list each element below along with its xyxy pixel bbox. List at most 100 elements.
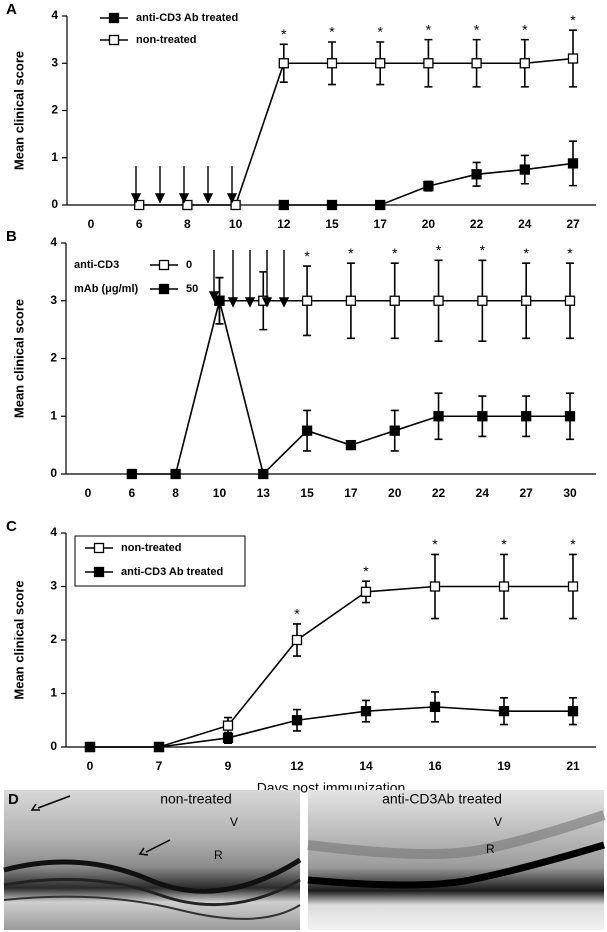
y-tick-label: 2 (51, 103, 58, 117)
tissue-layer (307, 810, 606, 859)
marker (477, 295, 488, 306)
legend-marker (158, 259, 170, 271)
marker (429, 701, 441, 713)
y-axis-label: Mean clinical score (11, 299, 26, 418)
x-tick-label: 20 (388, 486, 402, 500)
legend-marker (108, 34, 120, 46)
significance-mark: * (294, 606, 300, 622)
y-tick-label: 1 (50, 686, 57, 700)
x-tick-label: 0 (88, 217, 95, 231)
legend-marker (93, 566, 105, 578)
image-label: V (230, 815, 238, 829)
legend-label: non-treated (136, 34, 197, 46)
marker (291, 634, 303, 646)
tissue-layer (3, 857, 302, 894)
marker (301, 425, 313, 436)
histology-image-left (4, 790, 300, 930)
marker (564, 295, 576, 306)
y-axis-label: Mean clinical score (11, 51, 26, 170)
marker (477, 411, 488, 422)
marker (222, 720, 234, 731)
legend-marker (158, 283, 170, 295)
histology-panel: D non-treated V R anti-CD3Ab treated V R (3, 790, 606, 930)
image-title: anti-CD3Ab treated (382, 791, 502, 807)
marker (433, 411, 444, 422)
marker (301, 295, 313, 306)
x-tick-label: 9 (225, 759, 232, 773)
marker (214, 295, 225, 306)
arrow-head (227, 297, 239, 308)
marker (345, 439, 357, 451)
x-tick-label: 0 (87, 759, 94, 773)
marker (345, 295, 357, 306)
legend-marker (108, 12, 120, 24)
marker (258, 468, 269, 480)
marker (471, 58, 482, 69)
legend-label: anti-CD3 Ab treated (136, 12, 238, 24)
significance-mark: * (436, 242, 442, 258)
marker (519, 58, 530, 69)
legend-label: anti-CD3 Ab treated (121, 566, 223, 578)
x-tick-label: 12 (290, 759, 304, 773)
significance-mark: * (522, 21, 528, 37)
marker (126, 468, 137, 480)
tissue-layer (3, 877, 301, 907)
marker (360, 706, 372, 717)
series-line (139, 57, 574, 206)
x-tick-label: 10 (229, 217, 243, 231)
arrow-head (226, 193, 238, 204)
marker (389, 425, 400, 436)
marker (291, 715, 303, 726)
arrow-head (261, 297, 273, 308)
panel-label: B (6, 228, 17, 245)
x-tick-label: 24 (518, 217, 532, 231)
y-tick-label: 4 (51, 8, 58, 22)
significance-mark: * (281, 26, 287, 42)
significance-mark: * (480, 242, 486, 258)
x-tick-label: 15 (300, 486, 314, 500)
marker (564, 411, 576, 422)
marker (360, 586, 372, 597)
tissue-layer (3, 895, 301, 920)
series-line (90, 585, 573, 748)
legend-title: mAb (μg/ml) (74, 283, 139, 295)
significance-mark: * (570, 12, 576, 28)
y-tick-label: 3 (50, 579, 57, 593)
x-tick-label: 13 (257, 486, 271, 500)
y-axis-label: Mean clinical score (11, 580, 26, 699)
y-tick-label: 2 (50, 351, 57, 365)
arrow (30, 795, 71, 811)
significance-mark: * (426, 21, 432, 37)
y-tick-label: 0 (50, 739, 57, 753)
marker (498, 581, 510, 592)
marker (278, 58, 289, 69)
marker (389, 295, 400, 306)
marker (375, 58, 386, 69)
arrow-head (208, 291, 220, 302)
marker (423, 180, 434, 192)
significance-mark: * (392, 245, 398, 261)
y-tick-label: 4 (50, 525, 57, 539)
y-tick-label: 0 (50, 466, 57, 480)
marker (567, 53, 579, 64)
image-label: R (214, 848, 223, 862)
significance-mark: * (570, 536, 576, 552)
significance-mark: * (363, 563, 369, 579)
y-tick-label: 2 (50, 632, 57, 646)
significance-mark: * (567, 245, 573, 261)
marker (222, 732, 234, 744)
image-label: V (494, 815, 502, 829)
marker (278, 199, 289, 211)
marker (134, 199, 145, 211)
y-tick-label: 0 (51, 197, 58, 211)
y-tick-label: 3 (51, 55, 58, 69)
marker (326, 58, 338, 69)
marker (423, 58, 434, 69)
x-tick-label: 27 (520, 486, 534, 500)
marker (567, 158, 579, 169)
x-tick-label: 22 (432, 486, 446, 500)
arrow-head (178, 193, 190, 204)
legend-label: non-treated (121, 542, 182, 554)
